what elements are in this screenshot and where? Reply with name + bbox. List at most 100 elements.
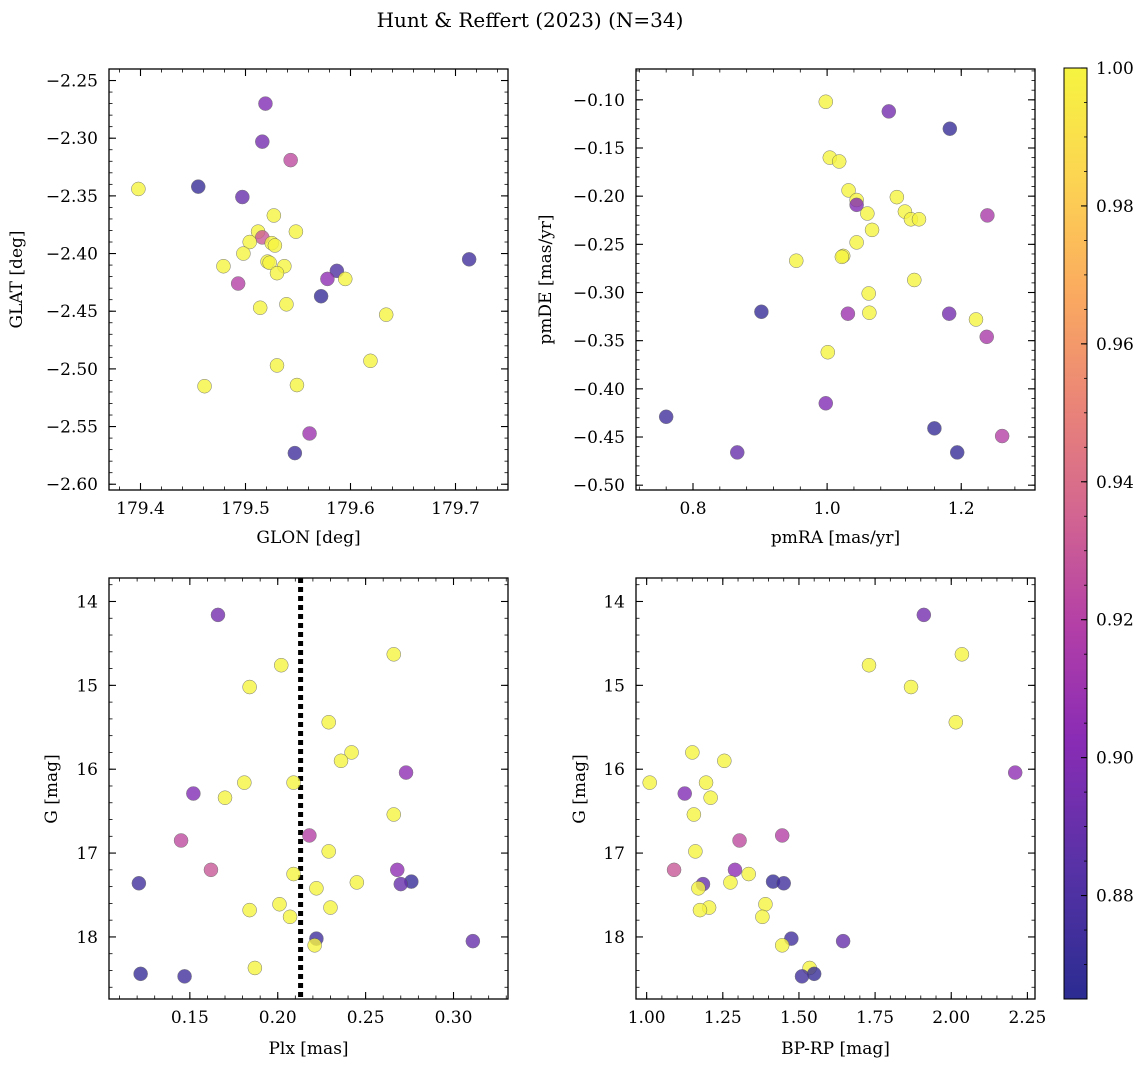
scatter-point xyxy=(242,234,257,250)
colorbar-tick-label: 1.00 xyxy=(1096,59,1134,79)
colorbar-tick-label: 0.92 xyxy=(1096,611,1134,631)
scatter-point xyxy=(274,657,289,673)
y-tick-label: 17 xyxy=(76,844,98,864)
scatter-point xyxy=(203,862,219,878)
scatter-point xyxy=(309,881,324,896)
x-tick-label: 1.25 xyxy=(704,1008,742,1028)
scatter-point xyxy=(173,833,189,848)
scatter-point xyxy=(949,445,965,460)
y-ticks: −2.25 −2.30 −2.35 −2.40 −2.45 −2.50 −2.55 −2.60 xyxy=(46,68,508,495)
colorbar-tick-label: 0.90 xyxy=(1096,749,1134,769)
y-ticks: 14 15 16 17 18 xyxy=(76,584,508,988)
scatter-point xyxy=(861,657,877,673)
y-ticks: −0.10 −0.15 −0.20 −0.25 −0.30 −0.35 −0.40 −0.45… xyxy=(573,70,1035,496)
y-tick-label: −0.25 xyxy=(573,235,625,255)
colorbar-tick-label: 0.88 xyxy=(1096,887,1134,907)
scatter-point xyxy=(954,647,970,662)
x-axis-label: Plx [mas] xyxy=(268,1039,348,1059)
scatter-point xyxy=(197,378,212,394)
scatter-point xyxy=(794,969,810,984)
x-tick-label: 179.6 xyxy=(326,499,375,519)
x-axis-label: pmRA [mas/yr] xyxy=(771,528,900,548)
y-tick-label: 18 xyxy=(76,928,98,948)
scatter-point xyxy=(941,306,957,321)
x-axis-label: GLON [deg] xyxy=(256,528,360,548)
scatter-point xyxy=(642,775,657,790)
scatter-point xyxy=(252,300,268,316)
scatter-point xyxy=(835,933,851,949)
scatter-point xyxy=(313,288,329,304)
scatter-point xyxy=(237,775,252,790)
scatter-point xyxy=(131,181,146,197)
scatter-point xyxy=(288,224,304,239)
scatter-point xyxy=(267,238,283,253)
scatter-point xyxy=(658,409,674,425)
x-tick-label: 1.50 xyxy=(780,1008,818,1028)
scatter-point xyxy=(840,306,856,321)
y-tick-label: −0.30 xyxy=(573,284,625,304)
x-tick-label: 179.7 xyxy=(431,499,480,519)
y-tick-label: 14 xyxy=(76,592,98,612)
scatter-point xyxy=(776,876,791,891)
scatter-point xyxy=(258,96,273,111)
scatter-points xyxy=(131,578,481,999)
colorbar-tick-label: 0.94 xyxy=(1096,473,1134,493)
y-tick-label: 15 xyxy=(603,676,625,696)
x-tick-label: 2.00 xyxy=(932,1008,970,1028)
x-tick-label: 1.75 xyxy=(856,1008,894,1028)
scatter-point xyxy=(1007,765,1023,780)
x-ticks: 0.8 1.0 1.2 xyxy=(638,69,1016,519)
x-tick-label: 0.20 xyxy=(259,1008,297,1028)
x-tick-label: 1.0 xyxy=(814,499,841,519)
scatter-point xyxy=(216,258,231,274)
x-tick-label: 179.4 xyxy=(116,499,165,519)
scatter-point xyxy=(321,844,336,859)
scatter-point xyxy=(698,775,714,790)
scatter-point xyxy=(177,969,192,984)
scatter-point xyxy=(994,428,1010,444)
scatter-point xyxy=(393,876,409,892)
scatter-point xyxy=(302,828,317,843)
x-tick-label: 2.25 xyxy=(1008,1008,1046,1028)
scatter-point xyxy=(320,271,335,287)
scatter-point xyxy=(948,714,964,730)
scatter-point xyxy=(283,152,298,168)
scatter-point xyxy=(677,786,692,801)
scatter-point xyxy=(386,647,401,662)
y-tick-label: −0.20 xyxy=(573,187,625,207)
scatter-point xyxy=(247,960,263,976)
scatter-point xyxy=(727,862,743,878)
scatter-point xyxy=(686,807,702,822)
scatter-point xyxy=(307,938,322,953)
scatter-point xyxy=(806,966,822,982)
scatter-point xyxy=(282,909,298,925)
scatter-point xyxy=(774,938,790,953)
colorbar-ticks: 0.88 0.90 0.92 0.94 0.96 0.98 1.00 xyxy=(1081,59,1134,965)
panel-plx-g: 14 15 16 17 18 0.15 0.20 0.25 0.30 Plx [mas] G … xyxy=(42,577,509,1059)
scatter-point xyxy=(849,197,864,213)
scatter-point xyxy=(255,134,270,149)
scatter-point xyxy=(685,745,700,760)
scatter-point xyxy=(774,828,790,843)
scatter-point xyxy=(302,426,317,441)
x-ticks: 0.15 0.20 0.25 0.30 xyxy=(119,578,507,1028)
scatter-point xyxy=(861,286,876,301)
x-tick-label: 1.2 xyxy=(948,499,975,519)
y-tick-label: −2.55 xyxy=(46,418,98,438)
scatter-point xyxy=(980,208,995,223)
scatter-points xyxy=(658,94,1010,460)
scatter-point xyxy=(717,753,732,769)
y-tick-label: −0.15 xyxy=(573,139,625,159)
scatter-point xyxy=(242,679,257,695)
scatter-point xyxy=(390,862,405,878)
scatter-point xyxy=(262,255,277,271)
colorbar-gradient xyxy=(1063,67,1088,1000)
scatter-point xyxy=(333,753,349,769)
scatter-point xyxy=(287,445,303,461)
scatter-point xyxy=(834,249,850,265)
scatter-point xyxy=(889,189,905,205)
x-tick-label: 0.30 xyxy=(435,1008,473,1028)
scatter-point xyxy=(979,329,994,345)
scatter-point xyxy=(349,875,365,890)
